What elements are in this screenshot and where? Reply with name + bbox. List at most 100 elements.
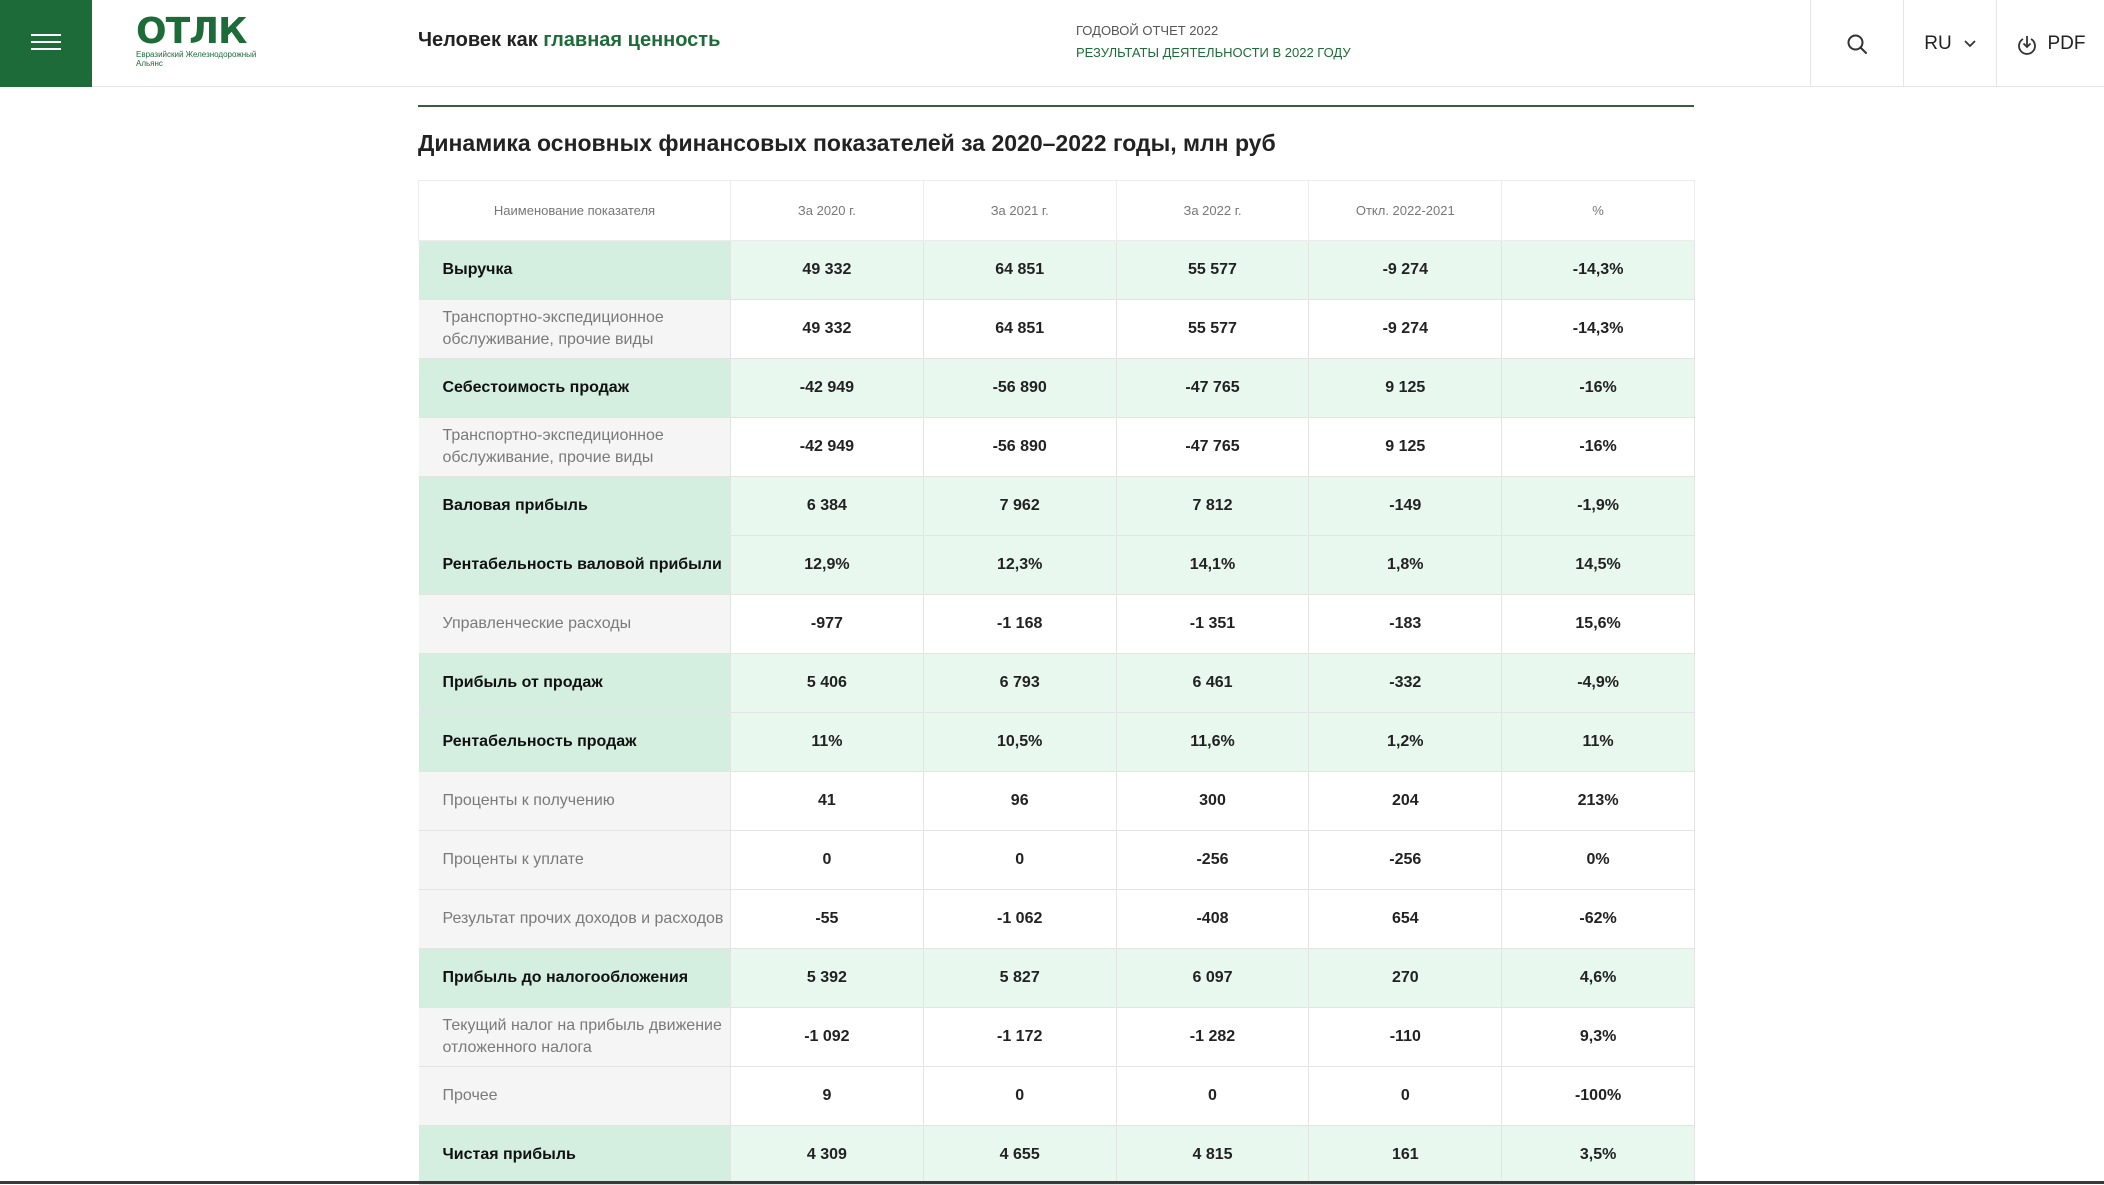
indicator-value: -56 890 [923,417,1117,477]
indicator-value: 7 962 [923,476,1117,536]
indicator-value: 49 332 [730,299,924,359]
column-header: Откл. 2022-2021 [1308,180,1503,241]
indicator-name: Прибыль от продаж [418,653,731,713]
indicator-value: -100% [1501,1066,1695,1126]
report-breadcrumb: ГОДОВОЙ ОТЧЕТ 2022 РЕЗУЛЬТАТЫ ДЕЯТЕЛЬНОС… [1076,20,1351,64]
indicator-value: -977 [730,594,924,654]
report-section[interactable]: РЕЗУЛЬТАТЫ ДЕЯТЕЛЬНОСТИ В 2022 ГОДУ [1076,45,1351,60]
indicator-value: -55 [730,889,924,949]
language-selector[interactable]: RU [1903,0,1996,87]
indicator-value: -14,3% [1501,240,1695,300]
indicator-value: 6 097 [1116,948,1310,1008]
company-logo[interactable]: ОТЛК Евразийский Железнодорожный Альянс [136,14,276,70]
indicator-value: -9 274 [1308,240,1503,300]
table-header-row: Наименование показателя За 2020 г. За 20… [418,180,1695,241]
table-row: Транспортно-экспедиционное обслуживание,… [418,299,1695,359]
indicator-value: 41 [730,771,924,831]
column-header: За 2020 г. [730,180,924,241]
column-header: За 2022 г. [1115,180,1310,241]
table-row: Текущий налог на прибыль движение отложе… [418,1007,1695,1067]
indicator-value: -183 [1308,594,1503,654]
indicator-value: -1 282 [1116,1007,1310,1067]
table-row: Прочее 9 0 0 0 -100% [418,1066,1695,1126]
indicator-value: -110 [1308,1007,1503,1067]
page-title: Динамика основных финансовых показателей… [418,130,1276,156]
financial-table-container: Наименование показателя За 2020 г. За 20… [418,180,1695,1185]
bottom-edge [0,1181,2104,1184]
indicator-value: 12,3% [923,535,1117,595]
indicator-value: -9 274 [1308,299,1503,359]
indicator-value: -1 092 [730,1007,924,1067]
indicator-value: 1,2% [1308,712,1503,772]
column-header: % [1501,180,1695,241]
indicator-name: Прочее [418,1066,731,1126]
indicator-name: Транспортно-экспедиционное обслуживание,… [418,299,731,359]
indicator-name: Управленческие расходы [418,594,731,654]
indicator-value: 55 577 [1116,240,1310,300]
indicator-value: 12,9% [730,535,924,595]
indicator-value: 654 [1308,889,1503,949]
indicator-value: -14,3% [1501,299,1695,359]
column-header: Наименование показателя [418,180,731,241]
indicator-name: Проценты к уплате [418,830,731,890]
indicator-value: 300 [1116,771,1310,831]
indicator-value: 49 332 [730,240,924,300]
pdf-download-button[interactable]: PDF [1996,0,2104,87]
indicator-value: 1,8% [1308,535,1503,595]
indicator-value: -56 890 [923,358,1117,418]
indicator-value: 6 461 [1116,653,1310,713]
indicator-value: -256 [1116,830,1310,890]
hamburger-menu-button[interactable] [0,0,92,87]
indicator-value: -4,9% [1501,653,1695,713]
indicator-value: -16% [1501,358,1695,418]
indicator-name: Проценты к получению [418,771,731,831]
indicator-value: -256 [1308,830,1503,890]
tagline-plain: Человек как [418,29,544,51]
section-tagline[interactable]: Человек как главная ценность [418,29,720,52]
indicator-name: Рентабельность продаж [418,712,731,772]
section-divider [418,105,1694,107]
indicator-value: 5 406 [730,653,924,713]
table-row: Себестоимость продаж -42 949 -56 890 -47 76… [418,358,1695,418]
indicator-value: -149 [1308,476,1503,536]
indicator-value: -1 062 [923,889,1117,949]
indicator-value: 9,3% [1501,1007,1695,1067]
indicator-value: 9 125 [1308,358,1503,418]
indicator-value: 15,6% [1501,594,1695,654]
indicator-value: 7 812 [1116,476,1310,536]
indicator-value: -1 351 [1116,594,1310,654]
indicator-value: -47 765 [1116,417,1310,477]
search-button[interactable] [1810,0,1903,87]
indicator-value: 96 [923,771,1117,831]
financial-indicators-table: Наименование показателя За 2020 г. За 20… [418,180,1695,1185]
table-row: Рентабельность валовой прибыли 12,9% 12,3%… [418,535,1695,595]
site-header: ОТЛК Евразийский Железнодорожный Альянс … [0,0,2104,87]
table-row: Выручка 49 332 64 851 55 577 -9 274 -14,3% [418,240,1695,300]
report-title[interactable]: ГОДОВОЙ ОТЧЕТ 2022 [1076,23,1219,38]
logo-mark: ОТЛК [136,11,248,52]
indicator-value: -62% [1501,889,1695,949]
table-row: Транспортно-экспедиционное обслуживание,… [418,417,1695,477]
table-body: Выручка 49 332 64 851 55 577 -9 274 -14,3% Тра… [418,240,1695,1185]
indicator-value: 6 793 [923,653,1117,713]
indicator-value: 3,5% [1501,1125,1695,1185]
indicator-value: 4 655 [923,1125,1117,1185]
indicator-name: Чистая прибыль [418,1125,731,1185]
table-row: Результат прочих доходов и расходов -55 -1… [418,889,1695,949]
pdf-label: PDF [2047,32,2086,54]
indicator-value: 11,6% [1116,712,1310,772]
download-icon [2017,35,2036,55]
indicator-value: 0 [1116,1066,1310,1126]
language-label: RU [1924,32,1952,54]
indicator-value: 0 [923,830,1117,890]
indicator-value: -408 [1116,889,1310,949]
indicator-name: Выручка [418,240,731,300]
table-row: Прибыль до налогообложения 5 392 5 827 6 09… [418,948,1695,1008]
table-row: Чистая прибыль 4 309 4 655 4 815 161 3,5% [418,1125,1695,1185]
menu-icon-bar [31,41,61,43]
table-row: Проценты к получению 41 96 300 204 213% [418,771,1695,831]
chevron-down-icon [1964,39,1976,47]
indicator-value: -1 168 [923,594,1117,654]
indicator-value: -1,9% [1501,476,1695,536]
indicator-value: -1 172 [923,1007,1117,1067]
